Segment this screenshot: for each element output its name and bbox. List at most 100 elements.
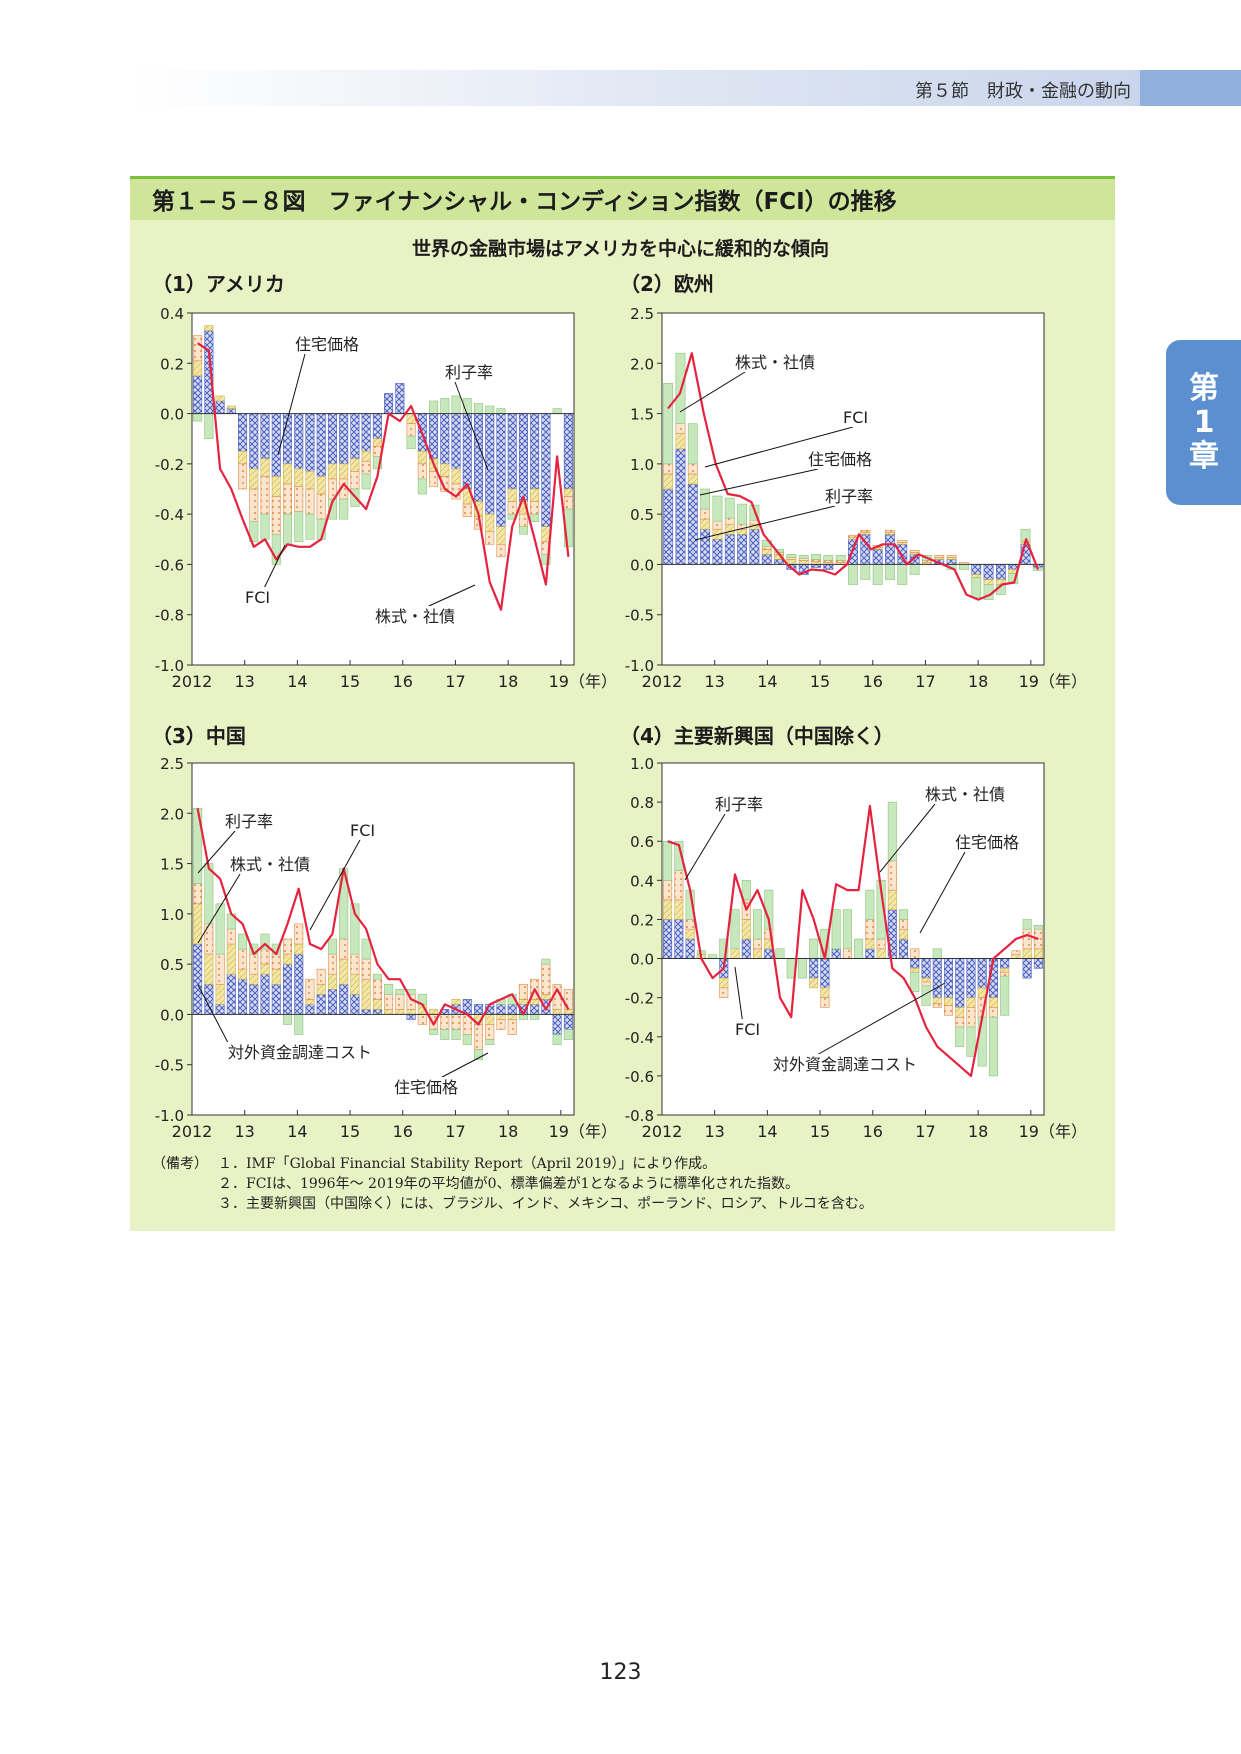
bar-segment <box>786 554 797 558</box>
chapter-label-line2: 1 <box>1193 405 1215 440</box>
annotation-bg <box>243 587 295 607</box>
bar-segment <box>429 400 439 414</box>
bar-segment <box>271 968 281 985</box>
bar-segment <box>361 1009 371 1015</box>
annotation-pointer <box>454 381 489 471</box>
annotation-pointer <box>919 851 966 934</box>
bar-segment <box>395 988 405 995</box>
bar-segment <box>429 1014 439 1030</box>
bar-segment <box>530 488 540 502</box>
x-tick-label: 15 <box>810 1122 830 1141</box>
bar-segment <box>541 994 551 1000</box>
annotation-pointer <box>197 873 241 944</box>
bar-segment <box>440 1029 450 1040</box>
bar-segment <box>674 870 684 901</box>
bar-segment <box>541 554 551 565</box>
bar-segment <box>934 557 945 560</box>
bar-segment <box>361 978 371 1010</box>
bar-segment <box>518 413 528 502</box>
bar-segment <box>719 987 729 998</box>
annotation-label: 住宅価格 <box>955 833 1019 852</box>
y-tick-label: -1.0 <box>155 657 184 675</box>
bar-segment <box>361 473 371 490</box>
bar-segment <box>988 1007 998 1018</box>
x-tick-label: 19（年） <box>549 672 617 691</box>
bar-segment <box>350 953 360 975</box>
bar-segment <box>339 983 349 1015</box>
bar-segment <box>835 555 846 561</box>
bar-segment <box>485 1039 495 1045</box>
bar-segment <box>429 471 439 487</box>
chart-title-emerging: （4）主要新興国（中国除く） <box>620 724 894 748</box>
bar-segment <box>955 1026 965 1047</box>
bar-segment <box>885 531 895 535</box>
bar-segment <box>440 463 450 477</box>
bar-segment <box>700 528 711 565</box>
bar-segment <box>530 1004 540 1015</box>
bar-segment <box>282 963 293 1015</box>
bar-segment <box>429 1009 439 1015</box>
y-tick-label: 0.8 <box>630 794 654 812</box>
bar-segment <box>921 977 931 983</box>
figure-title-bar <box>130 176 1115 220</box>
annotation-bg <box>373 606 457 626</box>
bar-segment <box>417 450 427 465</box>
x-tick-label: 16 <box>863 1122 883 1141</box>
bar-segment <box>674 919 684 959</box>
bar-segment <box>215 1004 225 1015</box>
bar-segment <box>271 413 281 477</box>
bar-segment <box>860 529 871 533</box>
bar-segment <box>496 413 506 528</box>
bar-segment <box>361 461 371 475</box>
bar-segment <box>741 880 751 901</box>
bar-segment <box>451 468 461 485</box>
bar-segment <box>361 938 371 960</box>
y-tick-label: 0.4 <box>160 305 184 323</box>
y-tick-label: 0.5 <box>160 956 184 974</box>
bar-segment <box>1022 928 1032 950</box>
annotation-pointer <box>277 353 306 456</box>
y-tick-label: -0.5 <box>625 607 654 625</box>
bar-segment <box>316 968 326 985</box>
notes-prefix: （備考） <box>152 1156 208 1172</box>
bar-segment <box>749 528 760 565</box>
bar-segment <box>215 903 225 955</box>
bar-segment <box>872 564 883 585</box>
bar-segment <box>910 948 920 959</box>
annotation-pointer <box>704 426 854 468</box>
bar-segment <box>823 564 834 570</box>
bar-segment <box>518 999 528 1005</box>
bar-segment <box>752 948 763 959</box>
chapter-tab[interactable] <box>1166 340 1241 505</box>
bar-segment <box>451 413 461 470</box>
bar-segment <box>897 539 908 543</box>
bar-segment <box>372 973 382 980</box>
x-tick-label: 14 <box>757 1122 777 1141</box>
y-tick-label: 0.2 <box>160 355 184 373</box>
x-tick-label: 2012 <box>642 672 683 691</box>
annotation-bg <box>923 784 1007 804</box>
annotation-label: 株式・社債 <box>230 855 310 874</box>
bar-segment <box>737 533 748 565</box>
bar-segment <box>876 880 886 940</box>
bar-segment <box>530 1014 540 1020</box>
y-tick-label: -0.6 <box>625 1068 654 1086</box>
bar-segment <box>563 488 573 497</box>
bar-segment <box>687 473 698 485</box>
chart-title-usa: （1）アメリカ <box>152 272 285 296</box>
x-tick-label: 15 <box>340 1122 360 1141</box>
y-tick-label: 1.5 <box>160 856 184 874</box>
chart-title-china: （3）中国 <box>152 724 246 748</box>
bar-segment <box>932 997 942 1004</box>
bar-segment <box>910 971 920 993</box>
bar-segment <box>518 526 528 535</box>
y-tick-label: -0.6 <box>155 556 184 574</box>
bar-segment <box>831 948 841 959</box>
bar-segment <box>372 456 382 470</box>
bar-segment <box>215 953 225 985</box>
bar-segment <box>971 577 982 598</box>
bar-segment <box>530 999 540 1005</box>
bar-segment <box>842 948 852 959</box>
